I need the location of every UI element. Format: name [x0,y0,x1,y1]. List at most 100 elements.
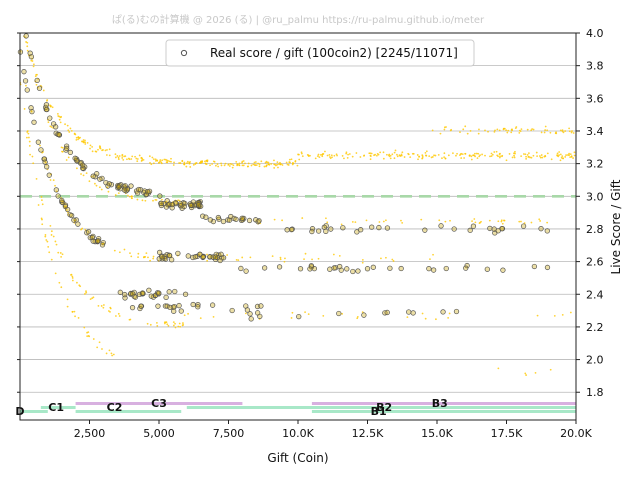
data-point-yellow [25,84,27,87]
data-point-yellow [59,121,62,124]
data-point [47,115,53,121]
data-point-yellow [561,155,564,158]
data-point-yellow [356,315,359,318]
data-point-yellow [511,156,514,159]
data-point-yellow [156,324,159,327]
data-point [544,228,550,234]
data-point-yellow [255,164,258,167]
data-point-yellow [443,156,446,159]
data-point-yellow [206,253,208,256]
data-point-yellow [368,152,371,155]
data-point-yellow [554,132,557,135]
data-point-yellow [443,152,446,155]
data-point-yellow [151,156,154,159]
data-point [42,159,48,165]
data-point [316,228,322,234]
data-point-yellow [513,156,516,159]
x-tick-label: 15.0K [421,427,453,440]
data-point-yellow [540,131,543,134]
data-point-yellow [345,151,348,154]
data-point-yellow [155,322,158,324]
data-point-yellow [271,255,274,257]
data-point [128,183,134,189]
data-point-yellow [98,145,101,148]
data-point-yellow [328,153,331,156]
data-point-yellow [469,130,472,132]
data-point-yellow [84,143,87,145]
data-point-yellow [424,317,427,320]
data-point-yellow [495,150,498,153]
data-point-yellow [152,255,155,258]
data-point-yellow [117,312,120,315]
data-point-yellow [236,163,239,166]
data-point-yellow [127,194,129,197]
data-point-yellow [209,164,211,167]
data-point-yellow [117,156,120,159]
data-point-yellow [322,153,325,155]
data-point-yellow [487,130,489,133]
data-point-yellow [94,182,96,185]
data-point [53,187,59,193]
y-tick-label: 2.0 [586,354,604,367]
data-point [422,227,428,233]
data-point-yellow [298,158,301,161]
data-point [29,108,35,115]
data-point-yellow [464,152,467,155]
data-point [398,265,404,272]
data-point-yellow [301,155,304,158]
data-point [21,69,27,75]
data-point [307,266,313,272]
data-point [157,193,163,199]
data-point [464,262,470,269]
data-point-yellow [35,83,38,86]
data-point-yellow [273,218,276,221]
data-point-yellow [421,157,424,160]
data-point-yellow [273,159,275,162]
data-point-yellow [47,121,50,124]
data-point-yellow [105,352,108,355]
data-point [487,225,493,232]
data-point [495,228,501,234]
data-point [309,228,315,235]
data-point-yellow [462,128,465,131]
data-point-yellow [356,317,359,320]
data-point-yellow [498,156,501,159]
data-point [358,227,364,233]
data-point-yellow [543,131,546,134]
data-point-yellow [303,258,305,260]
data-point-yellow [421,312,424,315]
data-point [284,227,290,233]
data-point-yellow [394,149,397,152]
data-point-yellow [97,304,100,307]
data-point [297,266,304,272]
data-point [171,303,177,310]
data-point-yellow [35,177,38,180]
data-point-yellow [123,155,126,158]
data-point [139,290,146,296]
data-point [146,287,152,293]
data-point-yellow [70,129,73,132]
data-point-yellow [95,184,98,187]
data-point-yellow [204,162,207,165]
data-point-yellow [532,154,535,157]
data-point-yellow [354,221,357,223]
data-point-yellow [80,173,82,175]
data-point-yellow [316,155,319,158]
data-point [34,77,40,84]
data-point-yellow [177,325,180,328]
data-point-yellow [538,155,541,157]
data-point-yellow [561,313,564,316]
data-point-yellow [321,155,324,158]
data-point [85,229,92,235]
y-axis-left-ticks [17,32,20,393]
data-point-yellow [379,151,382,154]
data-point-yellow [553,314,556,317]
data-point-yellow [76,167,78,170]
data-point [64,145,70,152]
data-point [255,310,261,316]
data-point-yellow [539,156,542,159]
data-point [229,307,235,314]
data-point [182,291,189,297]
data-point-yellow [174,326,177,329]
data-point [467,227,473,233]
